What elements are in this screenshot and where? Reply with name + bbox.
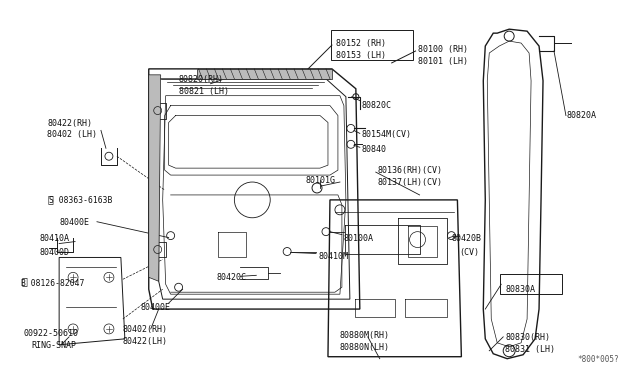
- Text: 80880M(RH): 80880M(RH): [340, 331, 390, 340]
- Text: 80400E: 80400E: [141, 303, 171, 312]
- Text: 80152 (RH): 80152 (RH): [336, 39, 386, 48]
- Text: 80100 (RH): 80100 (RH): [417, 45, 468, 54]
- Text: 80831 (LH): 80831 (LH): [505, 345, 555, 354]
- Text: (CV): (CV): [460, 247, 479, 257]
- Text: 80101G: 80101G: [305, 176, 335, 185]
- Text: 80154M(CV): 80154M(CV): [362, 131, 412, 140]
- Text: 80821 (LH): 80821 (LH): [179, 87, 228, 96]
- Text: 80410M: 80410M: [318, 251, 348, 260]
- Text: 80137(LH)(CV): 80137(LH)(CV): [378, 178, 443, 187]
- Text: 80410A: 80410A: [39, 234, 69, 243]
- Text: 00922-50610: 00922-50610: [23, 329, 78, 338]
- Text: 80820C: 80820C: [362, 101, 392, 110]
- Text: 80880N(LH): 80880N(LH): [340, 343, 390, 352]
- Polygon shape: [196, 69, 332, 79]
- Text: 80402(RH): 80402(RH): [123, 325, 168, 334]
- Text: 80400E: 80400E: [59, 218, 89, 227]
- Text: S 08363-6163B: S 08363-6163B: [49, 196, 113, 205]
- Text: RING-SNAP: RING-SNAP: [31, 341, 76, 350]
- Text: 80830A: 80830A: [505, 285, 535, 294]
- Text: 80420C: 80420C: [216, 273, 246, 282]
- Text: 80400D: 80400D: [39, 247, 69, 257]
- Text: B 08126-82047: B 08126-82047: [21, 279, 84, 288]
- Text: 80101 (LH): 80101 (LH): [417, 57, 468, 66]
- Text: Ⓑ: Ⓑ: [21, 276, 27, 286]
- Text: 80153 (LH): 80153 (LH): [336, 51, 386, 60]
- Text: 80422(LH): 80422(LH): [123, 337, 168, 346]
- Text: 80422(RH): 80422(RH): [47, 119, 92, 128]
- Text: *800*005?: *800*005?: [577, 355, 619, 364]
- Text: 80100A: 80100A: [344, 234, 374, 243]
- Text: 80840: 80840: [362, 145, 387, 154]
- Text: 80830(RH): 80830(RH): [505, 333, 550, 342]
- Text: 80820A: 80820A: [567, 110, 597, 119]
- Text: Ⓜ: Ⓜ: [47, 194, 53, 204]
- Text: 80136(RH)(CV): 80136(RH)(CV): [378, 166, 443, 175]
- Text: 80402 (LH): 80402 (LH): [47, 131, 97, 140]
- Text: 80820(RH): 80820(RH): [179, 75, 223, 84]
- Polygon shape: [148, 75, 161, 281]
- Text: 80420B: 80420B: [451, 234, 481, 243]
